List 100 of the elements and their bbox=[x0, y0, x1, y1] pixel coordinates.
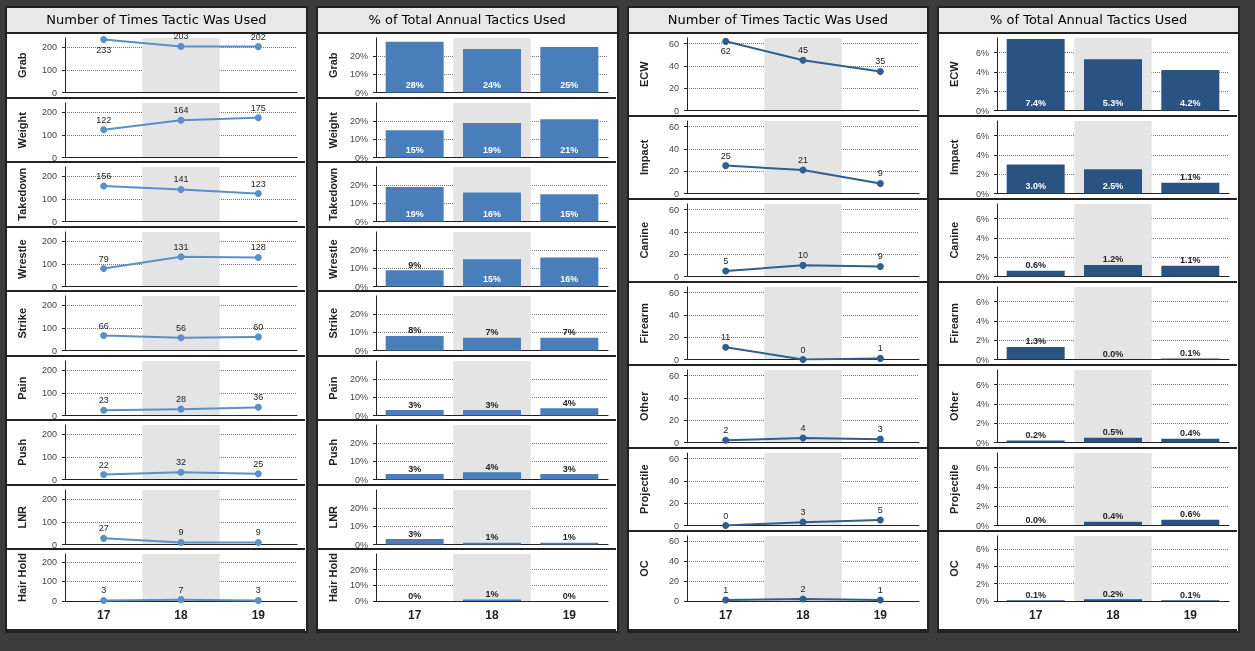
bar bbox=[385, 41, 444, 93]
y-tick-label: 20% bbox=[349, 565, 368, 576]
data-label: 1% bbox=[485, 589, 499, 600]
data-label: 19% bbox=[405, 209, 424, 220]
data-label: 203 bbox=[173, 31, 189, 42]
point bbox=[721, 343, 729, 351]
data-label: 5 bbox=[877, 504, 883, 515]
data-label: 11 bbox=[720, 332, 730, 343]
data-label: 21 bbox=[797, 155, 808, 166]
data-label: 4% bbox=[485, 462, 499, 473]
data-label: 24% bbox=[482, 80, 501, 90]
y-tick-label: 10% bbox=[349, 327, 368, 338]
data-label: 19% bbox=[482, 144, 501, 155]
y-tick-label: 2% bbox=[976, 578, 990, 589]
y-axis-title: Canine bbox=[637, 221, 649, 259]
y-tick-label: 60 bbox=[668, 121, 679, 132]
data-label: 0.1% bbox=[1180, 589, 1201, 600]
data-label: 0 bbox=[722, 510, 728, 521]
y-axis-title: Weight bbox=[15, 111, 28, 149]
y-axis-title: Takedown bbox=[15, 167, 28, 221]
y-tick-label: 0% bbox=[354, 216, 368, 227]
data-label: 25 bbox=[253, 459, 264, 470]
point bbox=[799, 356, 806, 363]
y-tick-label: 60 bbox=[668, 536, 679, 546]
y-tick-label: 6% bbox=[976, 379, 990, 390]
bar bbox=[1084, 169, 1143, 194]
data-label: 3% bbox=[407, 528, 421, 539]
y-tick-label: 2% bbox=[976, 252, 990, 263]
data-label: 16% bbox=[560, 273, 579, 284]
data-label: 164 bbox=[173, 104, 189, 115]
y-tick-label: 100 bbox=[41, 258, 57, 269]
bar bbox=[1006, 164, 1065, 194]
y-tick-label: 4% bbox=[976, 561, 990, 572]
y-tick-label: 200 bbox=[41, 235, 57, 246]
point bbox=[100, 182, 108, 190]
point bbox=[100, 264, 108, 272]
x-tick-label: 19 bbox=[873, 608, 887, 622]
point bbox=[177, 42, 185, 50]
y-tick-label: 200 bbox=[41, 300, 57, 311]
y-tick-label: 200 bbox=[41, 557, 57, 568]
data-label: 0.0% bbox=[1025, 515, 1047, 525]
point bbox=[721, 162, 729, 170]
x-tick-label: 17 bbox=[718, 608, 733, 622]
data-label: 0% bbox=[562, 590, 576, 601]
bar bbox=[462, 192, 521, 222]
data-label: 23 bbox=[98, 395, 109, 406]
data-label: 233 bbox=[96, 44, 112, 55]
y-axis-title: Other bbox=[637, 390, 649, 421]
y-tick-label: 200 bbox=[41, 364, 57, 375]
y-tick-label: 0% bbox=[354, 152, 368, 163]
data-label: 3.0% bbox=[1025, 181, 1047, 191]
y-tick-label: 0 bbox=[673, 188, 679, 199]
y-tick-label: 40 bbox=[668, 392, 679, 403]
bar bbox=[462, 258, 521, 287]
y-axis-title: Other bbox=[947, 390, 960, 421]
bar bbox=[385, 269, 444, 287]
x-tick-label: 18 bbox=[174, 608, 188, 623]
data-label: 0.1% bbox=[1025, 589, 1047, 600]
data-label: 9 bbox=[877, 251, 883, 262]
y-tick-label: 20 bbox=[668, 576, 679, 586]
data-label: 16% bbox=[482, 209, 501, 220]
point bbox=[254, 113, 262, 121]
y-axis-title: Wrestle bbox=[326, 239, 339, 279]
y-tick-label: 20% bbox=[349, 502, 368, 513]
y-tick-label: 0% bbox=[976, 105, 990, 116]
data-label: 3% bbox=[562, 463, 576, 474]
data-label: 0.4% bbox=[1102, 511, 1124, 522]
data-label: 0.6% bbox=[1025, 260, 1047, 271]
bar bbox=[1161, 182, 1220, 194]
y-tick-label: 40 bbox=[668, 226, 679, 237]
data-label: 7 bbox=[178, 585, 184, 595]
point bbox=[799, 56, 806, 64]
y-tick-label: 6% bbox=[976, 130, 990, 141]
data-label: 3% bbox=[407, 463, 421, 474]
data-label: 9 bbox=[255, 527, 261, 538]
data-label: 2 bbox=[722, 425, 728, 436]
y-tick-label: 0% bbox=[976, 354, 990, 365]
y-tick-label: 6% bbox=[976, 544, 990, 554]
data-label: 56 bbox=[175, 322, 187, 333]
data-label: 0.5% bbox=[1102, 427, 1124, 438]
y-tick-label: 100 bbox=[41, 64, 57, 75]
y-axis-title: OC bbox=[637, 560, 649, 577]
data-label: 62 bbox=[720, 46, 731, 57]
x-tick-label: 17 bbox=[96, 608, 111, 623]
data-label: 66 bbox=[98, 320, 109, 331]
data-label: 1.2% bbox=[1102, 254, 1124, 265]
data-label: 7% bbox=[562, 327, 576, 338]
y-tick-label: 0 bbox=[51, 87, 57, 98]
y-axis-title: Firearm bbox=[947, 302, 960, 344]
y-tick-label: 0% bbox=[976, 271, 990, 282]
y-axis-title: Impact bbox=[637, 139, 649, 175]
data-label: 202 bbox=[250, 31, 266, 42]
data-label: 28% bbox=[405, 80, 424, 90]
y-tick-label: 60 bbox=[668, 287, 679, 298]
point bbox=[177, 252, 185, 260]
y-axis-title: Projectile bbox=[947, 464, 960, 515]
y-tick-label: 4% bbox=[976, 66, 990, 77]
y-tick-label: 4% bbox=[976, 315, 990, 326]
data-label: 1% bbox=[562, 532, 576, 543]
chart-title: Number of Times Tactic Was Used bbox=[46, 12, 267, 27]
